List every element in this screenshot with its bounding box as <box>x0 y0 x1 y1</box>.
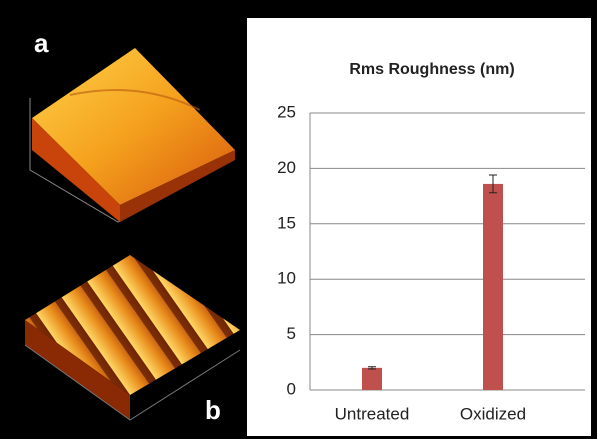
chart-title: Rms Roughness (nm) <box>349 61 514 78</box>
bar <box>362 368 382 390</box>
chart-panel <box>247 18 591 436</box>
y-tick-label: 5 <box>287 324 296 343</box>
x-tick-label: Oxidized <box>460 404 526 423</box>
panel-label: b <box>205 395 221 425</box>
y-tick-label: 0 <box>287 379 296 398</box>
y-tick-label: 25 <box>277 102 296 121</box>
y-tick-label: 15 <box>277 213 296 232</box>
panel-label: a <box>34 28 49 58</box>
x-tick-label: Untreated <box>335 404 410 423</box>
figure: a b Rms Roughness (nm) 0 5 10 15 20 25 Untreat… <box>0 0 597 439</box>
y-tick-label: 10 <box>277 269 296 288</box>
bar <box>483 184 503 390</box>
y-tick-label: 20 <box>277 158 296 177</box>
